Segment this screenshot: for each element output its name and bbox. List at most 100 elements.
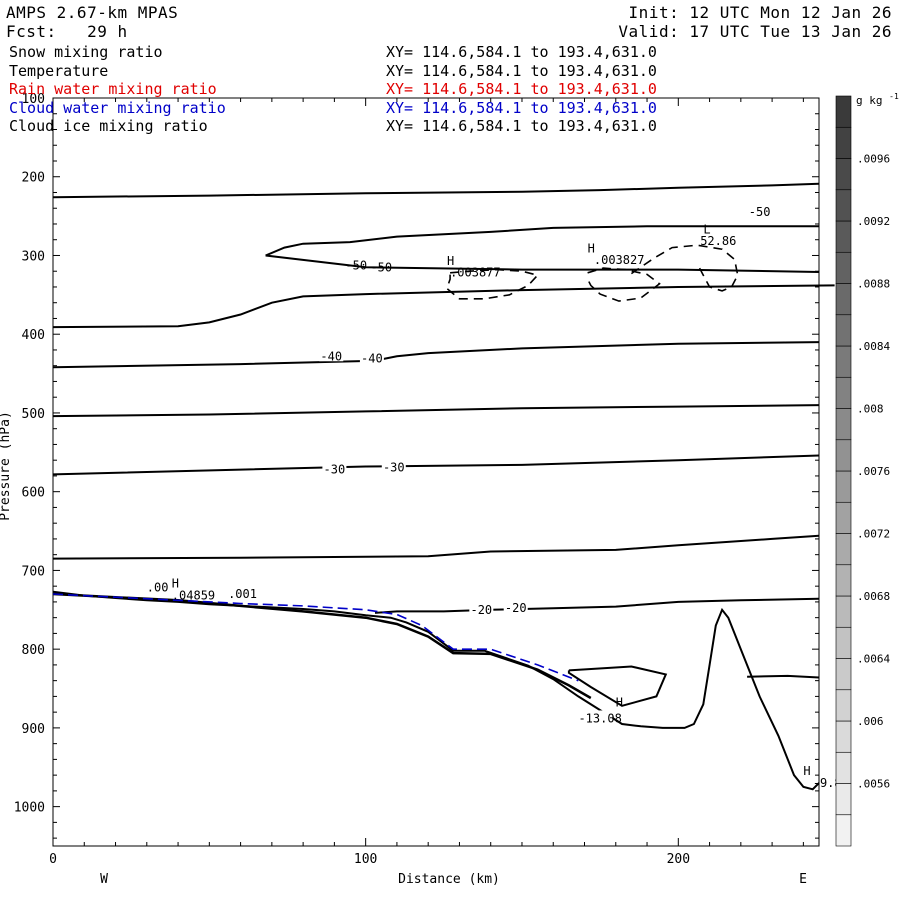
colorbar-bin bbox=[835, 376, 852, 409]
plot-annotation: -9.8 bbox=[813, 776, 842, 790]
x-tick-label: 200 bbox=[667, 852, 690, 867]
contour-label-bg bbox=[588, 710, 613, 724]
colorbar-bin bbox=[835, 314, 852, 347]
temperature-contour bbox=[374, 597, 820, 614]
temperature-contour bbox=[747, 674, 820, 679]
field-name: Snow mixing ratio bbox=[9, 43, 163, 61]
colorbar-tick-label: .0092 bbox=[857, 215, 890, 228]
contour-label-bg bbox=[359, 350, 384, 364]
field-name: Cloud ice mixing ratio bbox=[9, 117, 208, 135]
contour-label-bg bbox=[369, 259, 394, 273]
x-tick-label: 100 bbox=[354, 852, 377, 867]
temperature-contour bbox=[265, 225, 819, 257]
plot-frame bbox=[52, 97, 820, 847]
temperature-contour bbox=[52, 404, 820, 418]
plot-annotation: H bbox=[447, 254, 454, 268]
y-tick-label: 500 bbox=[22, 407, 45, 422]
colorbar-bin bbox=[835, 220, 852, 253]
contour-label-bg bbox=[381, 459, 406, 473]
plot-annotation: H bbox=[172, 577, 179, 591]
plot-annotation: H bbox=[616, 696, 623, 710]
plot-annotation: L bbox=[703, 222, 710, 236]
colorbar-bin bbox=[835, 126, 852, 159]
temperature-contour-label: -30 bbox=[324, 463, 346, 477]
contour-label-bg bbox=[469, 601, 494, 615]
colorbar-bin bbox=[835, 720, 852, 753]
y-tick-label: 400 bbox=[22, 328, 45, 343]
temperature-contour-label: -20 bbox=[470, 603, 492, 617]
field-name: Temperature bbox=[9, 61, 109, 80]
y-tick-label: 1000 bbox=[14, 801, 45, 816]
colorbar-bin bbox=[835, 470, 852, 503]
colorbar-tick-label: .006 bbox=[857, 715, 884, 728]
init-time: Init: 12 UTC Mon 12 Jan 26 bbox=[628, 3, 892, 22]
model-title: AMPS 2.67-km MPAS bbox=[6, 3, 179, 22]
snow-contour bbox=[445, 268, 540, 300]
field-xy-range: XY= 114.6,584.1 to 193.4,631.0 bbox=[386, 98, 657, 117]
plot-annotation: H bbox=[588, 241, 595, 255]
colorbar-bin bbox=[835, 533, 852, 566]
temperature-contour bbox=[567, 665, 668, 707]
colorbar-bin bbox=[835, 501, 852, 534]
temperature-contour-label: -20 bbox=[505, 601, 527, 615]
colorbar-bin bbox=[835, 283, 852, 316]
colorbar-unit-exponent: -1 bbox=[889, 92, 899, 101]
y-tick-label: 200 bbox=[22, 171, 45, 186]
colorbar-tick-label: .0096 bbox=[857, 153, 890, 166]
colorbar-tick-label: .0076 bbox=[857, 465, 890, 478]
temperature-contour-label: -50 bbox=[749, 205, 771, 219]
east-label: E bbox=[799, 872, 807, 887]
y-tick-label: 900 bbox=[22, 722, 45, 737]
y-tick-label: 300 bbox=[22, 249, 45, 264]
cloud-water-contour bbox=[52, 593, 579, 682]
colorbar-bin bbox=[835, 158, 852, 191]
x-axis-label: Distance (km) bbox=[398, 872, 500, 887]
field-xy-range: XY= 114.6,584.1 to 193.4,631.0 bbox=[386, 117, 657, 135]
field-name: Cloud water mixing ratio bbox=[9, 98, 226, 117]
colorbar-bin bbox=[835, 251, 852, 284]
colorbar-bin bbox=[835, 439, 852, 472]
x-tick-label: 0 bbox=[49, 852, 57, 867]
temperature-contour-label: -40 bbox=[320, 349, 342, 363]
colorbar-bin bbox=[835, 564, 852, 597]
colorbar-unit: g kg -1 bbox=[856, 92, 899, 107]
colorbar-bin bbox=[835, 408, 852, 441]
contour-label-bg bbox=[503, 600, 528, 614]
plot-annotation: .003827 bbox=[594, 253, 645, 267]
colorbar-bin bbox=[835, 345, 852, 378]
contour-label-bg bbox=[747, 204, 772, 218]
forecast-hour: Fcst: 29 h bbox=[6, 22, 128, 41]
colorbar-tick-label: .0072 bbox=[857, 528, 890, 541]
west-label: W bbox=[100, 872, 108, 887]
temperature-contour bbox=[52, 590, 820, 791]
plot-annotation: .003877 bbox=[450, 266, 501, 280]
plot-annotation: H bbox=[803, 764, 810, 778]
colorbar-tick-label: .0064 bbox=[857, 653, 890, 666]
colorbar-tick-label: .008 bbox=[857, 403, 884, 416]
plot-annotation: .00 bbox=[147, 581, 169, 595]
temperature-contour bbox=[265, 254, 820, 273]
field-xy-range: XY= 114.6,584.1 to 193.4,631.0 bbox=[386, 61, 657, 80]
colorbar-tick-label: .0084 bbox=[857, 340, 890, 353]
y-tick-label: 100 bbox=[22, 92, 45, 107]
plot-annotation: 52.86 bbox=[700, 234, 736, 248]
y-axis-label: Pressure (hPa) bbox=[0, 411, 13, 521]
colorbar-tick-label: .0056 bbox=[857, 778, 890, 791]
colorbar-bin bbox=[835, 658, 852, 691]
temperature-contour bbox=[52, 182, 820, 199]
colorbar-bin bbox=[835, 626, 852, 659]
temperature-contour bbox=[52, 454, 820, 476]
temperature-contour-label: -40 bbox=[361, 352, 383, 366]
temperature-contour-label: -30 bbox=[383, 460, 405, 474]
y-tick-label: 800 bbox=[22, 643, 45, 658]
contour-label-bg bbox=[322, 461, 347, 475]
colorbar-bin bbox=[835, 783, 852, 816]
colorbar-bin bbox=[835, 95, 852, 128]
colorbar-bin bbox=[835, 595, 852, 628]
temperature-contour bbox=[52, 534, 820, 560]
colorbar-bin bbox=[835, 814, 852, 847]
y-tick-label: 700 bbox=[22, 564, 45, 579]
temperature-contour bbox=[52, 284, 835, 329]
snow-contour bbox=[630, 244, 739, 292]
